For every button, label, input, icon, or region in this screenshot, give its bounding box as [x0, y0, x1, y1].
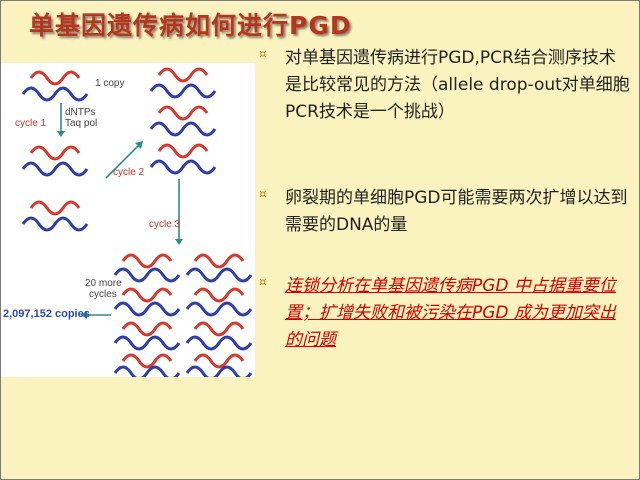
square-bullet-icon: ¤: [259, 275, 267, 289]
copies-count-label: 2,097,152 copies: [3, 308, 90, 320]
dna-strand-blue: [113, 335, 181, 351]
bullet-text: 对单基因遗传病进行PGD,PCR结合测序技术是比较常见的方法（allele dr…: [285, 48, 630, 122]
dna-strand-red: [121, 253, 173, 269]
dna-strand-red: [157, 143, 209, 159]
dna-strand-red: [29, 70, 81, 86]
dna-strand-red: [29, 145, 81, 161]
dna-strand-blue: [185, 301, 253, 317]
dna-strand-red: [193, 353, 245, 369]
dna-strand-red: [121, 287, 173, 303]
dna-strand-blue: [21, 86, 89, 102]
dna-strand-red: [193, 287, 245, 303]
cycle1-label: cycle 1: [15, 118, 47, 129]
bullet-text: 卵裂期的单细胞PGD可能需要两次扩增以达到需要的DNA的量: [285, 188, 628, 235]
dna-strand-red: [121, 321, 173, 337]
cycle2-label: cycle 2: [113, 167, 145, 178]
dna-strand-blue: [149, 159, 217, 175]
dna-strand-blue: [113, 267, 181, 283]
dna-strand-blue: [21, 161, 89, 177]
dna-strand-red: [29, 200, 81, 216]
bullet-text-emphasis: 连锁分析在单基因遗传病PGD 中占据重要位置；扩增失败和被污染在PGD 成为更加…: [285, 276, 616, 350]
more-cycles-label-line1: 20 more: [85, 278, 122, 289]
template-dna: [21, 70, 89, 102]
dna-strand-blue: [149, 121, 217, 137]
dna-strand-red: [193, 321, 245, 337]
copy-label: 1 copy: [95, 78, 125, 89]
dna-strand-red: [157, 67, 209, 83]
cycle3-label: cycle 3: [149, 219, 181, 230]
pcr-diagram: [21, 67, 253, 377]
reagents-label-dntps: dNTPs: [65, 107, 96, 118]
square-bullet-icon: ¤: [259, 187, 267, 201]
cycle1-arrow-head: [57, 131, 65, 137]
cycle3-products: [113, 253, 253, 377]
dna-strand-blue: [185, 335, 253, 351]
dna-strand-red: [121, 353, 173, 369]
dna-strand-blue: [185, 267, 253, 283]
more-cycles-label-line2: cycles: [89, 289, 117, 300]
reagents-label-taq: Taq pol: [65, 118, 98, 129]
dna-strand-blue: [113, 301, 181, 317]
dna-strand-blue: [185, 365, 253, 377]
final-arrow-head: [81, 311, 87, 319]
bullet-item: ¤ 对单基因遗传病进行PGD,PCR结合测序技术是比较常见的方法（allele …: [259, 45, 631, 126]
pcr-amplification-figure: 1 copy dNTPs Taq pol cycle 1 cycle 2 cyc…: [1, 63, 255, 377]
slide-title: 单基因遗传病如何进行PGD: [29, 11, 352, 40]
cycle2-products: [149, 67, 217, 175]
dna-strand-blue: [149, 83, 217, 99]
cycle3-arrow-head: [175, 239, 183, 245]
cycle1-products: [21, 145, 89, 232]
dna-strand-red: [157, 105, 209, 121]
dna-strand-blue: [21, 216, 89, 232]
dna-strand-red: [193, 253, 245, 269]
square-bullet-icon: ¤: [259, 47, 267, 61]
bullet-item-emphasis: ¤ 连锁分析在单基因遗传病PGD 中占据重要位置；扩增失败和被污染在PGD 成为…: [259, 273, 631, 354]
bullet-item: ¤ 卵裂期的单细胞PGD可能需要两次扩增以达到需要的DNA的量: [259, 185, 631, 239]
cycle2-arrow-head: [135, 141, 143, 149]
cycle2-arrow: [105, 142, 142, 179]
dna-strand-blue: [113, 365, 181, 377]
